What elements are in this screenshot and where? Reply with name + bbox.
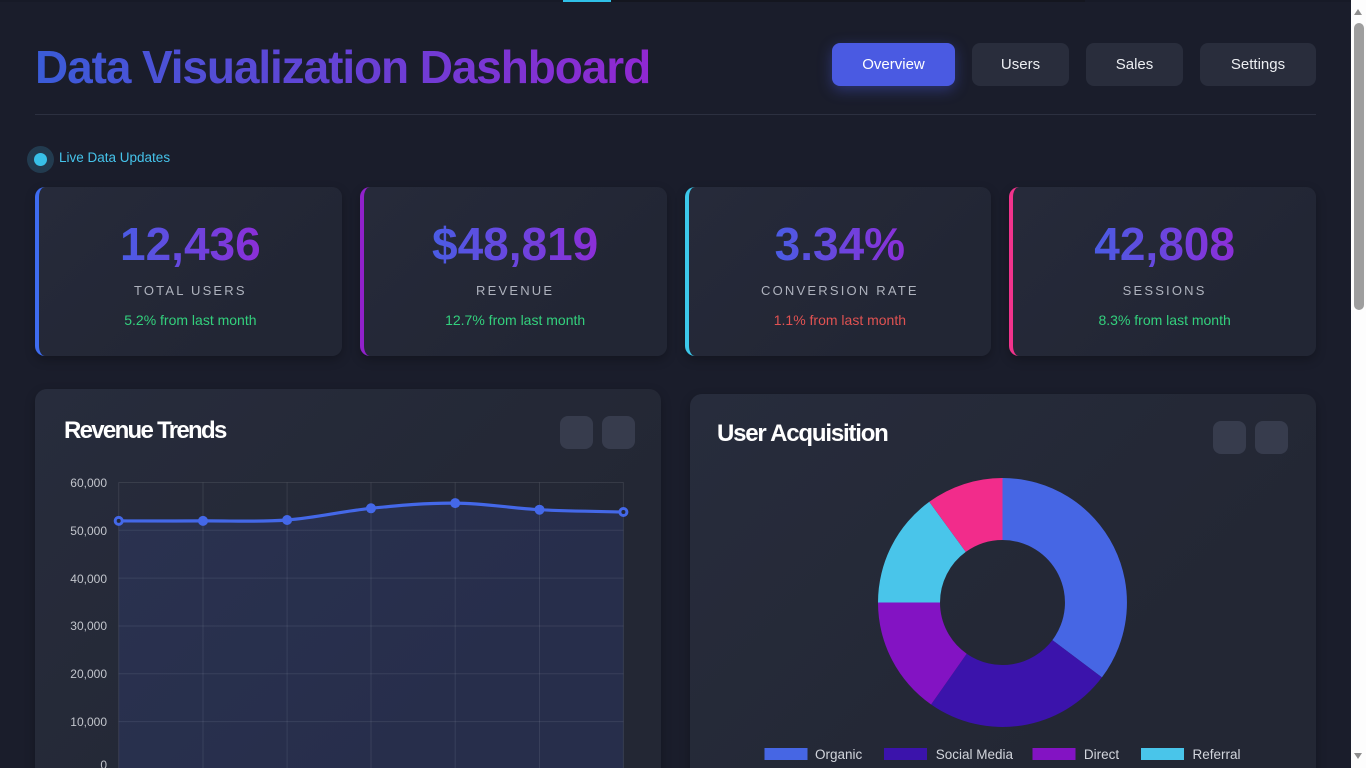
svg-text:Referral: Referral [1193, 747, 1241, 762]
svg-text:50,000: 50,000 [70, 524, 107, 538]
svg-text:20,000: 20,000 [70, 667, 107, 681]
svg-text:Direct: Direct [1084, 747, 1120, 762]
svg-text:30,000: 30,000 [70, 619, 107, 633]
svg-text:40,000: 40,000 [70, 572, 107, 586]
svg-text:60,000: 60,000 [70, 476, 107, 490]
svg-text:Social Media: Social Media [936, 747, 1014, 762]
svg-text:10,000: 10,000 [70, 715, 107, 729]
svg-text:0: 0 [100, 758, 107, 768]
svg-text:Organic: Organic [815, 747, 863, 762]
